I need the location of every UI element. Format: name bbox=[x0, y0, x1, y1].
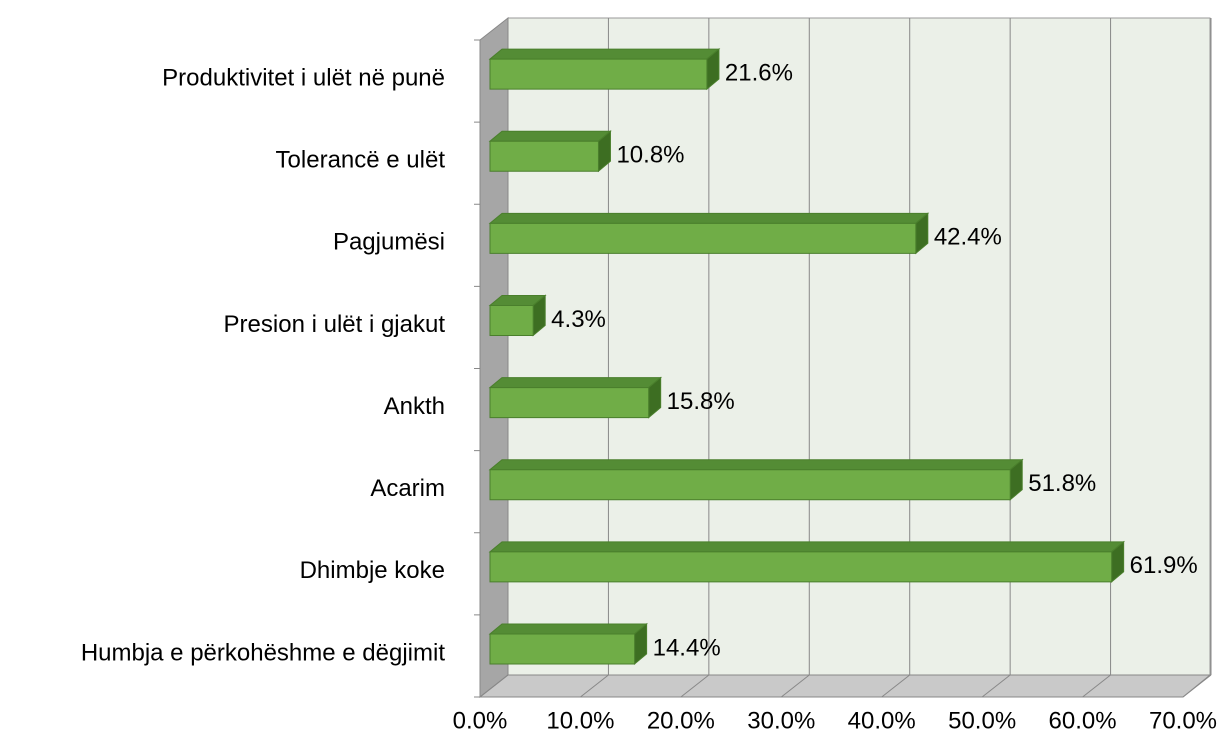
y-tick-label: Produktivitet i ulët në punë bbox=[162, 64, 445, 91]
bar-top bbox=[488, 130, 612, 142]
data-label: 15.8% bbox=[667, 388, 735, 415]
data-label: 42.4% bbox=[934, 224, 1002, 251]
bar-top bbox=[488, 541, 1126, 553]
bar bbox=[488, 622, 648, 666]
floor-line bbox=[680, 674, 710, 698]
bar-top bbox=[488, 212, 930, 224]
bar-front bbox=[489, 633, 636, 665]
y-tick-label: Humbja e përkohëshme e dëgjimit bbox=[81, 639, 446, 666]
bar bbox=[488, 376, 663, 419]
bar-top bbox=[488, 48, 721, 60]
x-tick-label: 60.0% bbox=[1049, 707, 1117, 734]
bar-front bbox=[489, 551, 1113, 583]
data-label: 21.6% bbox=[725, 59, 793, 86]
data-label: 4.3% bbox=[551, 306, 606, 333]
bar-front bbox=[489, 304, 534, 336]
floor-line bbox=[981, 674, 1011, 698]
floor-line bbox=[881, 674, 911, 698]
floor-line bbox=[479, 674, 509, 698]
y-tick-label: Ankth bbox=[384, 393, 445, 420]
bar bbox=[488, 130, 612, 173]
floor-line bbox=[1182, 674, 1212, 698]
bar-front bbox=[489, 222, 917, 254]
bar bbox=[488, 540, 1126, 583]
bar-top bbox=[488, 623, 648, 635]
floor-line bbox=[780, 674, 810, 698]
side-wall bbox=[479, 16, 509, 699]
x-tick-label: 40.0% bbox=[848, 707, 916, 734]
bar-front bbox=[489, 469, 1011, 501]
bar-top bbox=[488, 459, 1024, 471]
x-tick-label: 70.0% bbox=[1149, 707, 1217, 734]
bar bbox=[488, 47, 721, 91]
floor-line bbox=[1082, 674, 1111, 698]
y-tick-label: Presion i ulët i gjakut bbox=[224, 311, 446, 338]
bar-front bbox=[489, 140, 599, 172]
y-tick-label: Pagjumësi bbox=[333, 229, 445, 256]
bar bbox=[488, 294, 547, 337]
bar bbox=[488, 458, 1024, 501]
floor bbox=[478, 674, 1212, 698]
data-label: 14.4% bbox=[653, 634, 721, 661]
data-label: 51.8% bbox=[1028, 470, 1096, 497]
data-label: 10.8% bbox=[616, 142, 684, 169]
bar-top bbox=[488, 377, 663, 389]
x-tick-label: 20.0% bbox=[647, 707, 715, 734]
bar-front bbox=[489, 387, 650, 419]
floor-line bbox=[580, 674, 609, 698]
y-tick-label: Acarim bbox=[370, 475, 445, 502]
data-label: 61.9% bbox=[1130, 552, 1198, 579]
x-tick-label: 10.0% bbox=[546, 707, 614, 734]
bar-front bbox=[489, 58, 708, 90]
y-tick-label: Dhimbje koke bbox=[300, 557, 445, 584]
bar bbox=[488, 212, 930, 255]
x-tick-label: 30.0% bbox=[747, 707, 815, 734]
y-tick-label: Tolerancë e ulët bbox=[276, 147, 446, 174]
x-tick-label: 50.0% bbox=[948, 707, 1016, 734]
x-tick-label: 0.0% bbox=[453, 707, 508, 734]
